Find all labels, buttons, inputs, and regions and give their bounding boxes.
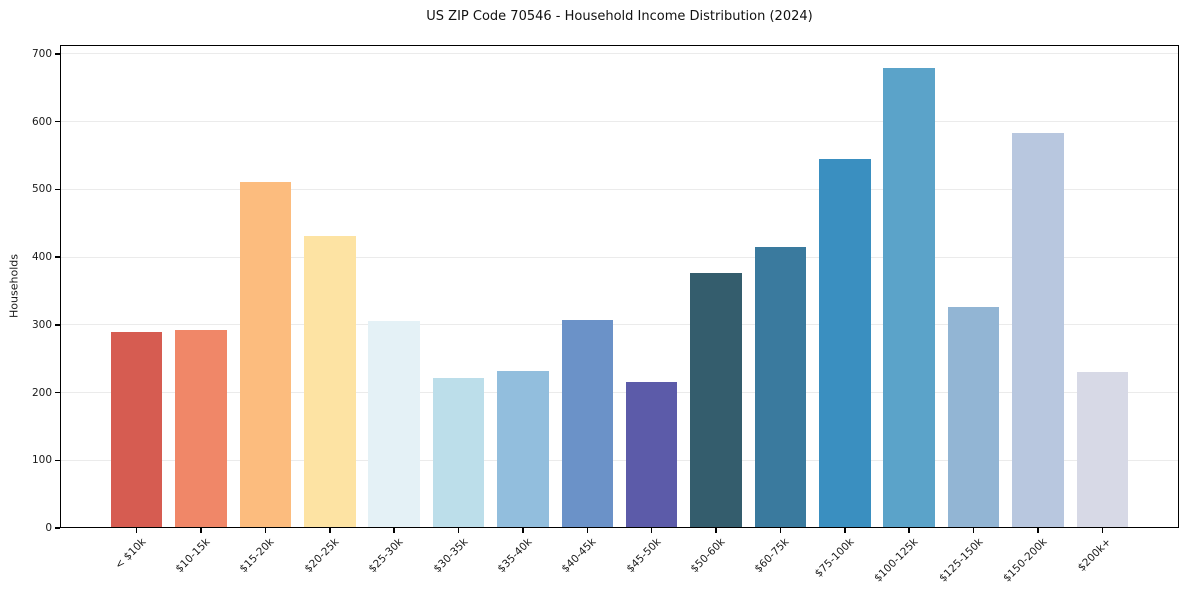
x-tick bbox=[1101, 528, 1104, 533]
gridline bbox=[60, 53, 1179, 55]
y-tick bbox=[55, 527, 60, 529]
x-tick bbox=[457, 528, 460, 533]
x-tick bbox=[1037, 528, 1039, 533]
y-tick bbox=[55, 53, 60, 55]
x-tick bbox=[844, 528, 846, 533]
x-tick-label: $60-75k bbox=[752, 536, 792, 576]
y-tick bbox=[55, 324, 60, 326]
x-tick-label: < $10k bbox=[112, 536, 149, 572]
bar bbox=[625, 382, 678, 528]
x-tick-label: $15-20k bbox=[237, 536, 277, 576]
y-tick-label: 400 bbox=[31, 251, 52, 264]
x-tick bbox=[972, 528, 975, 533]
chart-title: US ZIP Code 70546 - Household Income Dis… bbox=[426, 9, 813, 24]
x-tick-label: $100-125k bbox=[872, 536, 921, 585]
bar bbox=[819, 158, 871, 528]
x-tick bbox=[329, 528, 331, 533]
y-tick-label: 700 bbox=[31, 47, 52, 60]
x-tick bbox=[715, 528, 717, 533]
x-tick-label: $40-45k bbox=[559, 536, 599, 576]
bar bbox=[110, 331, 163, 528]
y-tick-label: 600 bbox=[31, 115, 52, 128]
gridline bbox=[60, 256, 1179, 258]
x-tick bbox=[908, 528, 910, 533]
y-tick bbox=[55, 256, 60, 258]
x-tick bbox=[264, 528, 267, 533]
x-tick-label: $50-60k bbox=[688, 536, 728, 576]
axes-frame bbox=[60, 45, 1179, 528]
bar bbox=[368, 320, 420, 528]
x-tick-label: $20-25k bbox=[302, 536, 342, 576]
bar bbox=[883, 68, 935, 528]
x-tick bbox=[135, 528, 138, 533]
x-tick bbox=[779, 528, 782, 533]
y-tick-label: 0 bbox=[45, 522, 52, 534]
plot-area: 0 100 200 300 400 500 600 700 < $10k $10-15k $15-2… bbox=[32, 45, 1179, 585]
bar bbox=[432, 378, 485, 528]
bar bbox=[947, 307, 1000, 528]
x-tick bbox=[650, 528, 653, 533]
x-tick-label: $75-100k bbox=[812, 536, 857, 580]
y-tick-label: 200 bbox=[31, 386, 52, 399]
bar bbox=[175, 329, 227, 528]
gridline bbox=[60, 392, 1179, 394]
gridline bbox=[60, 121, 1179, 123]
bar bbox=[690, 272, 742, 528]
bar bbox=[561, 320, 614, 528]
x-tick-label: $125-150k bbox=[936, 536, 986, 585]
x-tick-label: $200k+ bbox=[1075, 536, 1114, 574]
gridline bbox=[60, 324, 1179, 326]
y-tick bbox=[55, 459, 60, 461]
x-tick bbox=[586, 528, 589, 533]
x-tick bbox=[200, 528, 202, 533]
x-tick bbox=[393, 528, 395, 533]
x-tick-label: $25-30k bbox=[366, 536, 406, 576]
x-tick-label: $35-40k bbox=[495, 536, 535, 576]
x-tick-label: $45-50k bbox=[624, 536, 664, 576]
bar bbox=[1012, 133, 1064, 528]
gridline bbox=[60, 188, 1179, 190]
x-tick-label: $30-35k bbox=[430, 536, 471, 576]
y-tick bbox=[55, 188, 60, 191]
x-tick-label: $10-15k bbox=[173, 536, 213, 576]
gridline bbox=[60, 459, 1179, 461]
y-tick-label: 500 bbox=[31, 183, 52, 196]
bar bbox=[239, 181, 292, 528]
bar bbox=[304, 236, 356, 528]
bar bbox=[1076, 372, 1129, 528]
y-tick-label: 100 bbox=[31, 454, 52, 467]
y-tick-label: 300 bbox=[31, 318, 52, 331]
bar bbox=[497, 370, 549, 528]
x-tick-label: $150-200k bbox=[1000, 536, 1050, 585]
x-tick bbox=[522, 528, 524, 533]
bar bbox=[754, 246, 807, 528]
y-tick bbox=[55, 391, 60, 394]
y-tick bbox=[55, 120, 60, 123]
